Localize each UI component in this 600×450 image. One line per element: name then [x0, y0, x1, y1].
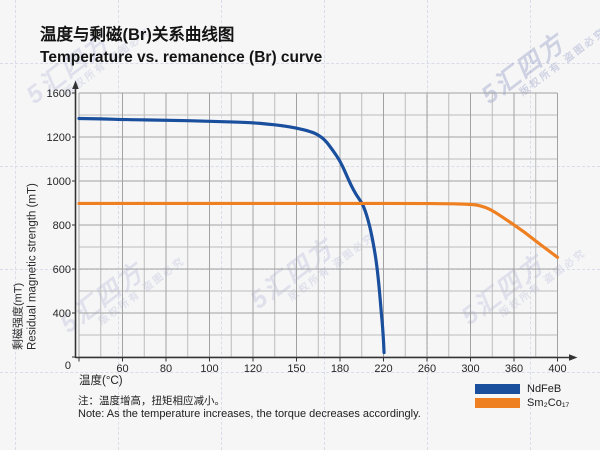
- x-tick-label: 220: [374, 363, 392, 375]
- legend-item-sm2co17: Sm₂Co₁₇: [475, 396, 569, 410]
- series-sm2co17-curve: [77, 201, 560, 259]
- page-title-zh: 温度与剩磁(Br)关系曲线图: [40, 26, 235, 44]
- y-axis-arrow: [72, 80, 79, 89]
- x-tick-label: 80: [160, 363, 172, 375]
- footnote-zh: 注：温度增高，扭矩相应减小。: [78, 395, 225, 407]
- legend-item-ndfeb: NdFeB: [475, 382, 569, 396]
- x-axis-title: 温度(°C): [79, 375, 123, 387]
- x-axis-arrow: [569, 354, 578, 361]
- y-tick-label: 1000: [47, 176, 71, 188]
- y-tick-label: 400: [53, 308, 71, 320]
- legend-swatch-sm2co17: [475, 398, 520, 408]
- legend-label-sm2co17: Sm₂Co₁₇: [527, 397, 570, 409]
- x-tick-label: 360: [505, 363, 523, 375]
- y-tick-label: 0: [65, 360, 71, 372]
- x-tick-label: 150: [287, 363, 305, 375]
- x-tick-label: 400: [548, 363, 566, 375]
- y-tick-label: 800: [53, 220, 71, 232]
- legend-label-ndfeb: NdFeB: [527, 383, 562, 395]
- title-block: 温度与剩磁(Br)关系曲线图 Temperature vs. remanence…: [40, 24, 322, 69]
- y-tick-label: 1200: [47, 132, 71, 144]
- y-tick-label: 600: [53, 264, 71, 276]
- x-tick-label: 260: [418, 363, 436, 375]
- y-axis-title-zh: 剩磁强度(mT): [12, 282, 25, 350]
- x-tick-label: 300: [461, 363, 479, 375]
- footnote-en: Note: As the temperature increases, the …: [78, 408, 421, 420]
- x-tick-label: 180: [331, 363, 349, 375]
- page-title-en: Temperature vs. remanence (Br) curve: [40, 49, 323, 66]
- footnote: 注：温度增高，扭矩相应减小。 Note: As the temperature …: [78, 395, 421, 421]
- x-tick-label: 100: [200, 363, 218, 375]
- legend-swatch-ndfeb: [475, 384, 520, 394]
- x-tick-label: 120: [244, 363, 262, 375]
- y-axis-title-en: Residual magnetic strength (mT): [26, 183, 39, 350]
- legend: NdFeB Sm₂Co₁₇: [475, 382, 569, 410]
- y-axis-title: 剩磁强度(mT) Residual magnetic strength (mT): [13, 136, 40, 350]
- y-tick-label: 1600: [47, 88, 71, 100]
